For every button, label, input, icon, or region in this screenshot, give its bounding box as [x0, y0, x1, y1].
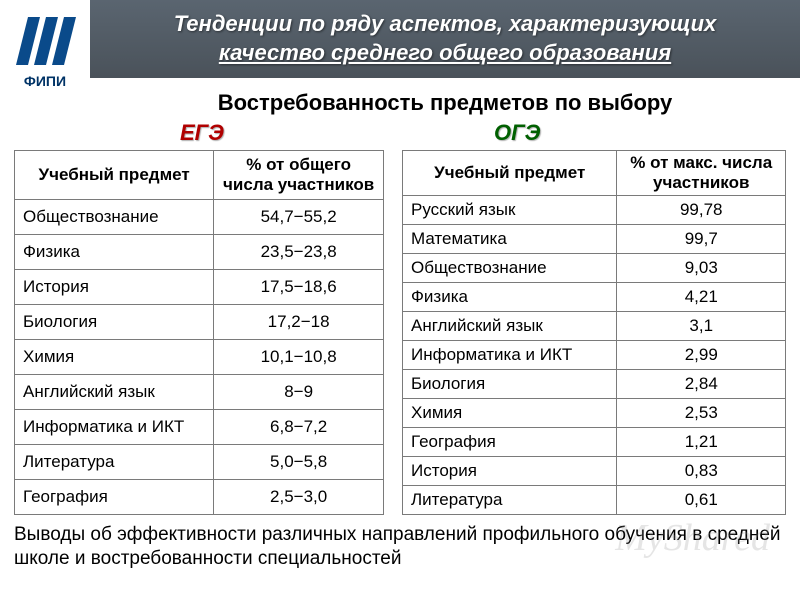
table-cell: Русский язык: [403, 196, 617, 225]
table-cell: 3,1: [617, 312, 786, 341]
table-row: География1,21: [403, 428, 786, 457]
table-cell: 0,61: [617, 486, 786, 515]
table-cell: 10,1−10,8: [214, 340, 384, 375]
table-cell: 5,0−5,8: [214, 445, 384, 480]
table-cell: 0,83: [617, 457, 786, 486]
table-row: Физика4,21: [403, 283, 786, 312]
table-cell: Литература: [403, 486, 617, 515]
table-cell: 54,7−55,2: [214, 200, 384, 235]
table-cell: Обществознание: [403, 254, 617, 283]
tables-container: Учебный предмет% от общего числа участни…: [0, 146, 800, 515]
table-cell: Химия: [403, 399, 617, 428]
table-cell: Физика: [403, 283, 617, 312]
table-cell: 99,78: [617, 196, 786, 225]
table-cell: 6,8−7,2: [214, 410, 384, 445]
subtitle: Востребованность предметов по выбору: [90, 90, 800, 116]
table-cell: 17,2−18: [214, 305, 384, 340]
table-row: Литература0,61: [403, 486, 786, 515]
table-cell: 9,03: [617, 254, 786, 283]
table-row: Химия10,1−10,8: [15, 340, 384, 375]
table-row: Русский язык99,78: [403, 196, 786, 225]
table-cell: Английский язык: [15, 375, 214, 410]
table-cell: Физика: [15, 235, 214, 270]
table-row: География2,5−3,0: [15, 480, 384, 515]
title-line1: Тенденции по ряду аспектов, характеризую…: [174, 11, 717, 36]
table-row: Английский язык8−9: [15, 375, 384, 410]
table-cell: 2,53: [617, 399, 786, 428]
table-row: Информатика и ИКТ6,8−7,2: [15, 410, 384, 445]
table-row: Английский язык3,1: [403, 312, 786, 341]
table-cell: 23,5−23,8: [214, 235, 384, 270]
page-title: Тенденции по ряду аспектов, характеризую…: [0, 10, 800, 67]
table-cell: 2,84: [617, 370, 786, 399]
logo-text: ФИПИ: [24, 73, 66, 89]
table-cell: Математика: [403, 225, 617, 254]
table-cell: 2,99: [617, 341, 786, 370]
table-row: История0,83: [403, 457, 786, 486]
table-row: Биология2,84: [403, 370, 786, 399]
table-cell: Информатика и ИКТ: [403, 341, 617, 370]
table-row: Физика23,5−23,8: [15, 235, 384, 270]
table-header: Учебный предмет: [403, 151, 617, 196]
table-cell: Литература: [15, 445, 214, 480]
ege-label: ЕГЭ: [180, 120, 224, 146]
table-cell: Химия: [15, 340, 214, 375]
table-cell: История: [15, 270, 214, 305]
logo: ФИПИ: [0, 0, 90, 100]
table-cell: 1,21: [617, 428, 786, 457]
table-cell: Биология: [15, 305, 214, 340]
table-row: Математика99,7: [403, 225, 786, 254]
table-cell: Информатика и ИКТ: [15, 410, 214, 445]
exam-labels: ЕГЭ ОГЭ: [0, 120, 800, 146]
logo-icon: [10, 11, 80, 71]
table-header: % от общего числа участников: [214, 151, 384, 200]
table-cell: История: [403, 457, 617, 486]
table-row: Информатика и ИКТ2,99: [403, 341, 786, 370]
table-cell: 99,7: [617, 225, 786, 254]
table-row: Биология17,2−18: [15, 305, 384, 340]
table-cell: 17,5−18,6: [214, 270, 384, 305]
table-cell: 8−9: [214, 375, 384, 410]
table-cell: География: [15, 480, 214, 515]
table-row: Обществознание54,7−55,2: [15, 200, 384, 235]
table-cell: 2,5−3,0: [214, 480, 384, 515]
table-cell: Английский язык: [403, 312, 617, 341]
table-cell: Биология: [403, 370, 617, 399]
oge-label: ОГЭ: [494, 120, 540, 146]
table-row: Обществознание9,03: [403, 254, 786, 283]
header: Тенденции по ряду аспектов, характеризую…: [0, 0, 800, 78]
title-line2: качество среднего общего образования: [219, 40, 671, 65]
footer-text: Выводы об эффективности различных направ…: [0, 515, 800, 571]
table-cell: Обществознание: [15, 200, 214, 235]
oge-table: Учебный предмет% от макс. числа участник…: [402, 150, 786, 515]
table-header: % от макс. числа участников: [617, 151, 786, 196]
table-row: Химия2,53: [403, 399, 786, 428]
table-header: Учебный предмет: [15, 151, 214, 200]
table-row: История17,5−18,6: [15, 270, 384, 305]
table-cell: 4,21: [617, 283, 786, 312]
ege-table: Учебный предмет% от общего числа участни…: [14, 150, 384, 515]
table-cell: География: [403, 428, 617, 457]
table-row: Литература5,0−5,8: [15, 445, 384, 480]
